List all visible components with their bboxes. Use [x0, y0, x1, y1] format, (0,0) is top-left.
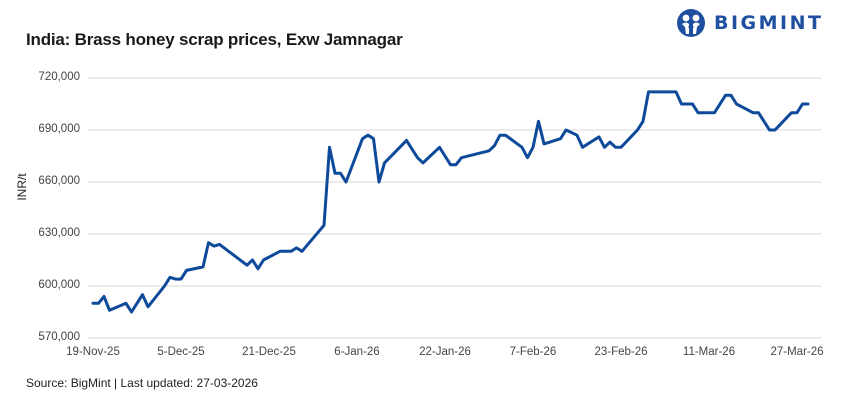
y-tick: 720,000 — [38, 71, 80, 83]
y-tick: 600,000 — [38, 279, 80, 291]
chart-title: India: Brass honey scrap prices, Exw Jam… — [26, 30, 403, 49]
y-tick: 570,000 — [38, 331, 80, 343]
x-tick: 21-Dec-25 — [242, 346, 296, 358]
x-tick: 7-Feb-26 — [509, 346, 557, 358]
source-note: Source: BigMint | Last updated: 27-03-20… — [26, 376, 258, 390]
x-tick: 5-Dec-25 — [157, 346, 205, 358]
gridlines — [88, 77, 822, 339]
y-tick: 660,000 — [38, 175, 80, 187]
y-tick: 690,000 — [38, 123, 80, 135]
bigmint-people-icon — [677, 9, 705, 37]
logo-text: BIGMINT — [714, 12, 824, 34]
y-tick: 630,000 — [38, 227, 80, 239]
x-tick: 22-Jan-26 — [419, 346, 471, 358]
x-tick: 19-Nov-25 — [66, 346, 120, 358]
x-tick: 11-Mar-26 — [682, 346, 736, 358]
x-tick: 27-Mar-26 — [770, 346, 824, 358]
bigmint-logo: BIGMINT — [676, 8, 824, 38]
x-tick: 6-Jan-26 — [334, 346, 380, 358]
price-line — [91, 90, 810, 314]
x-tick: 23-Feb-26 — [594, 346, 648, 358]
